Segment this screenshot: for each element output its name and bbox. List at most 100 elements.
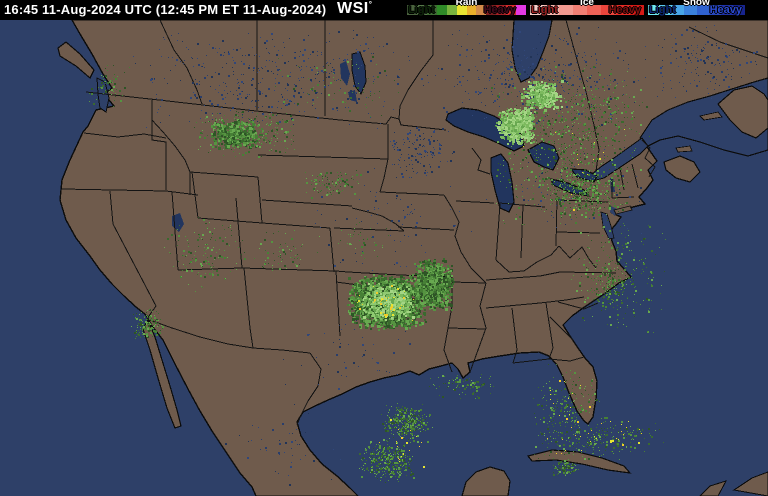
- logo-degree-mark: °: [368, 0, 373, 9]
- anticosti-island: [699, 111, 723, 121]
- prince-edward-island: [675, 145, 693, 153]
- legend-rain-light-label: Light: [408, 4, 435, 16]
- state-border-line: [329, 227, 335, 273]
- legend-ice-segment: [558, 5, 573, 15]
- state-border-line: [469, 282, 487, 373]
- legend-rain-segment: [496, 5, 507, 15]
- small-lakes-speckles: [133, 25, 767, 486]
- legend-snow: Snow Light Heavy: [647, 0, 746, 20]
- legend-ice-heavy-label: Heavy: [608, 4, 641, 16]
- state-border-line: [261, 222, 331, 229]
- legend-snow-bar: [647, 4, 746, 16]
- state-border-line: [351, 207, 405, 232]
- wsi-logo: WSI°: [337, 0, 373, 17]
- state-border-line: [631, 163, 639, 189]
- legend-ice-segment: [601, 5, 616, 15]
- lake-winnipegosis: [340, 61, 350, 86]
- state-border-line: [485, 271, 617, 281]
- legend-ice-segment: [572, 5, 587, 15]
- state-border-line: [243, 267, 254, 349]
- state-border-line: [511, 307, 518, 364]
- legend-rain-segment: [416, 5, 427, 15]
- state-border-line: [555, 231, 601, 234]
- state-border-line: [151, 119, 191, 195]
- nova-scotia: [663, 155, 701, 183]
- legend-ice: Ice Light Heavy: [529, 0, 645, 20]
- state-border-line: [451, 281, 487, 284]
- state-border-line: [641, 139, 656, 178]
- legend-rain-segment: [456, 5, 467, 15]
- state-border-line: [235, 197, 243, 269]
- state-border-line: [109, 190, 157, 320]
- legend-ice-segment: [629, 5, 644, 15]
- legend-snow-segment: [732, 5, 745, 15]
- legend-snow-title: Snow: [683, 0, 710, 8]
- legend-snow-segment: [684, 5, 697, 15]
- legend-ice-bar: [529, 4, 645, 16]
- state-border-line: [257, 176, 263, 224]
- state-border-line: [257, 154, 389, 160]
- legend-rain-title: Rain: [455, 0, 478, 8]
- legend-rain-segment: [476, 5, 487, 15]
- legend-snow-segment: [708, 5, 721, 15]
- state-border-line: [471, 147, 491, 175]
- state-border-line: [520, 204, 524, 259]
- state-border-line: [512, 356, 585, 364]
- state-border-line: [557, 301, 599, 310]
- state-border-line: [397, 226, 455, 231]
- legend-snow-segment: [696, 5, 709, 15]
- state-border-line: [61, 188, 199, 196]
- state-border-line: [261, 199, 353, 207]
- legend-rain: Rain Light Heavy: [406, 0, 527, 20]
- state-border-line: [443, 194, 487, 284]
- state-border-line: [379, 191, 445, 196]
- legend-rain-heavy-label: Heavy: [483, 4, 516, 16]
- legend-snow-light-label: Light: [649, 4, 676, 16]
- legend-rain-segment: [407, 5, 417, 15]
- state-border-line: [252, 347, 311, 354]
- legend-ice-segment: [615, 5, 630, 15]
- state-border-line: [555, 199, 609, 203]
- state-border-line: [688, 26, 768, 59]
- legend-snow-segment: [720, 5, 733, 15]
- baja-california: [142, 318, 182, 429]
- state-border-line: [189, 171, 259, 178]
- hispaniola: [732, 471, 768, 496]
- legend-ice-title: Ice: [580, 0, 594, 8]
- state-border-line: [83, 132, 167, 139]
- state-border-line: [558, 245, 597, 269]
- legend-rain-segment: [486, 5, 497, 15]
- legend-rain-segment: [426, 5, 437, 15]
- vancouver-island: [57, 41, 95, 79]
- legend-rain-segment: [506, 5, 517, 15]
- newfoundland: [717, 85, 768, 139]
- legend-snow-segment: [672, 5, 685, 15]
- state-border-line: [549, 316, 575, 342]
- header-bar: 16:45 11-Aug-2024 UTC (12:45 PM ET 11-Au…: [0, 0, 768, 20]
- state-border-line: [485, 296, 585, 309]
- legend-ice-segment: [544, 5, 559, 15]
- legend-snow-segment: [648, 5, 661, 15]
- radar-precipitation-speckles: [89, 56, 666, 483]
- radar-map-canvas: [0, 20, 768, 496]
- legend-rain-segment: [446, 5, 457, 15]
- yucatan-peninsula: [461, 466, 511, 496]
- legend-rain-segment: [466, 5, 477, 15]
- state-border-line: [495, 203, 501, 261]
- state-border-line: [85, 91, 447, 131]
- jamaica: [699, 480, 728, 496]
- legend-rain-segment: [436, 5, 447, 15]
- state-border-line: [197, 217, 263, 224]
- cuba: [526, 449, 632, 474]
- legend-rain-segment: [516, 5, 527, 15]
- legend-snow-heavy-label: Heavy: [709, 4, 742, 16]
- st-lawrence-river: [591, 137, 649, 181]
- state-border-line: [455, 200, 495, 204]
- legend-rain-bar: [406, 4, 527, 16]
- state-border-line: [171, 191, 179, 271]
- state-border-line: [495, 245, 560, 273]
- state-border-line: [498, 202, 546, 208]
- state-border-line: [545, 302, 554, 360]
- state-border-line: [447, 327, 487, 330]
